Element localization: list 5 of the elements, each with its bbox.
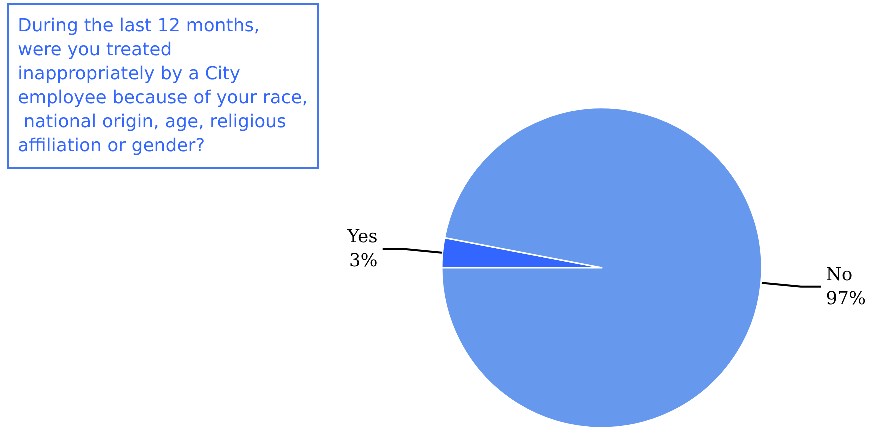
- data-label: 97%: [826, 288, 866, 310]
- data-label: 3%: [349, 250, 378, 272]
- slice-label: No: [826, 264, 853, 286]
- text: During the last 12 months, were you treated inappropriately by a City employee because of your race, national origin, age, religious affiliation or gender?: [18, 16, 308, 156]
- slice-label: Yes: [346, 226, 378, 248]
